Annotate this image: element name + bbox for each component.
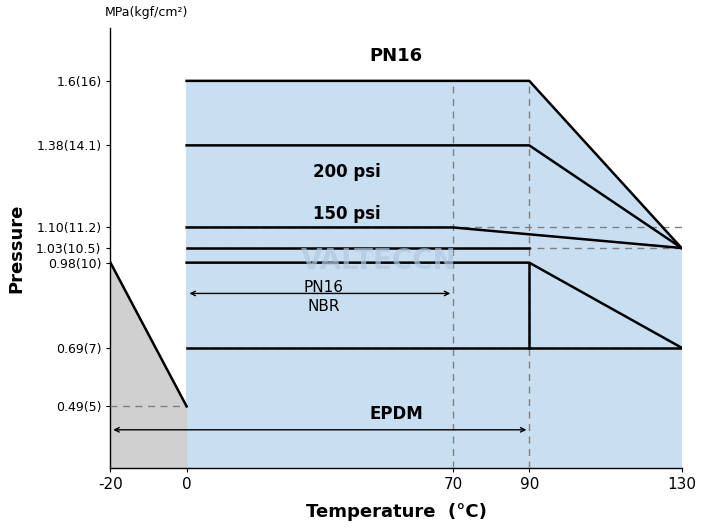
Text: 150 psi: 150 psi bbox=[313, 205, 380, 223]
Text: MPa(kgf/cm²): MPa(kgf/cm²) bbox=[105, 6, 188, 20]
Y-axis label: Pressure: Pressure bbox=[7, 203, 25, 293]
Text: 200 psi: 200 psi bbox=[313, 163, 380, 181]
Text: EPDM: EPDM bbox=[369, 404, 423, 423]
Polygon shape bbox=[110, 262, 186, 468]
Text: PN16: PN16 bbox=[370, 47, 423, 65]
Text: VALTECCN: VALTECCN bbox=[301, 247, 457, 275]
X-axis label: Temperature  (°C): Temperature (°C) bbox=[306, 503, 486, 521]
Text: NBR: NBR bbox=[307, 299, 340, 314]
Text: PN16: PN16 bbox=[304, 280, 344, 295]
Polygon shape bbox=[186, 81, 681, 468]
